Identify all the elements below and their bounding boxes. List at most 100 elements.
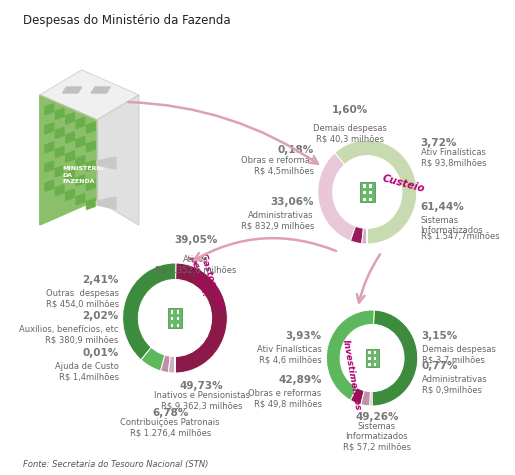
Wedge shape bbox=[350, 388, 364, 405]
Text: Demais despesas
R$ 40,3 milhões: Demais despesas R$ 40,3 milhões bbox=[313, 124, 387, 143]
Polygon shape bbox=[87, 141, 95, 152]
Polygon shape bbox=[40, 95, 97, 225]
FancyBboxPatch shape bbox=[368, 351, 370, 354]
Text: 1,60%: 1,60% bbox=[332, 105, 368, 115]
Polygon shape bbox=[63, 87, 82, 93]
Text: 61,44%: 61,44% bbox=[421, 202, 465, 212]
Text: Ativ Finalísticas
R$ 4,6 milhões: Ativ Finalísticas R$ 4,6 milhões bbox=[256, 345, 321, 364]
Text: Ativos
R$ 7.352,6 milhões: Ativos R$ 7.352,6 milhões bbox=[155, 255, 236, 275]
Wedge shape bbox=[370, 391, 372, 406]
Text: 2,41%: 2,41% bbox=[82, 275, 119, 285]
Text: 49,26%: 49,26% bbox=[355, 412, 399, 422]
Polygon shape bbox=[45, 123, 54, 134]
Polygon shape bbox=[87, 179, 95, 190]
Polygon shape bbox=[45, 180, 54, 191]
Polygon shape bbox=[87, 122, 95, 133]
Text: Administrativas
R$ 0,9milhões: Administrativas R$ 0,9milhões bbox=[422, 375, 487, 394]
FancyBboxPatch shape bbox=[177, 324, 179, 327]
FancyBboxPatch shape bbox=[363, 191, 366, 194]
Polygon shape bbox=[76, 175, 84, 186]
Text: 0,77%: 0,77% bbox=[422, 361, 458, 371]
FancyBboxPatch shape bbox=[171, 324, 173, 327]
Polygon shape bbox=[55, 166, 64, 177]
Text: Despesas do Ministério da Fazenda: Despesas do Ministério da Fazenda bbox=[23, 14, 230, 27]
Text: 3,15%: 3,15% bbox=[422, 331, 458, 341]
Polygon shape bbox=[66, 132, 74, 143]
Polygon shape bbox=[55, 185, 64, 196]
Text: Administrativas: Administrativas bbox=[248, 211, 314, 220]
Polygon shape bbox=[45, 161, 54, 172]
Wedge shape bbox=[335, 140, 417, 244]
Text: R$ 832,9 milhões: R$ 832,9 milhões bbox=[241, 221, 314, 230]
Wedge shape bbox=[141, 347, 165, 371]
Polygon shape bbox=[55, 127, 64, 138]
Text: Inativos e Pensionistas
R$ 9.362,3 milhões: Inativos e Pensionistas R$ 9.362,3 milhõ… bbox=[153, 391, 250, 410]
Polygon shape bbox=[40, 70, 139, 120]
FancyBboxPatch shape bbox=[369, 198, 372, 201]
Wedge shape bbox=[175, 263, 227, 373]
Text: Sistemas
Informatizados: Sistemas Informatizados bbox=[421, 216, 483, 236]
FancyBboxPatch shape bbox=[171, 310, 173, 314]
Polygon shape bbox=[76, 136, 84, 148]
Polygon shape bbox=[97, 95, 139, 225]
Polygon shape bbox=[55, 147, 64, 158]
Text: 2,02%: 2,02% bbox=[82, 311, 119, 321]
Polygon shape bbox=[91, 87, 110, 93]
Text: Investimentos: Investimentos bbox=[341, 339, 362, 411]
FancyBboxPatch shape bbox=[368, 363, 370, 366]
Text: MINISTÉRIO
DA
FAZENDA: MINISTÉRIO DA FAZENDA bbox=[63, 166, 105, 184]
Text: Obras e reformas
R$ 4,5milhões: Obras e reformas R$ 4,5milhões bbox=[241, 156, 314, 175]
Polygon shape bbox=[66, 170, 74, 181]
Wedge shape bbox=[361, 390, 370, 406]
Polygon shape bbox=[76, 117, 84, 128]
Polygon shape bbox=[45, 142, 54, 153]
Text: 3,93%: 3,93% bbox=[285, 331, 321, 341]
Text: Obras e reformas
R$ 49,8 milhões: Obras e reformas R$ 49,8 milhões bbox=[248, 389, 321, 408]
Polygon shape bbox=[45, 104, 54, 115]
Polygon shape bbox=[55, 108, 64, 119]
Polygon shape bbox=[87, 160, 95, 171]
Text: Fonte: Secretaria do Tesouro Nacional (STN): Fonte: Secretaria do Tesouro Nacional (S… bbox=[23, 460, 208, 469]
Wedge shape bbox=[372, 310, 418, 406]
Wedge shape bbox=[123, 263, 176, 360]
FancyBboxPatch shape bbox=[374, 351, 376, 354]
Wedge shape bbox=[351, 226, 364, 244]
Polygon shape bbox=[97, 197, 116, 209]
Text: 0,18%: 0,18% bbox=[278, 145, 314, 155]
Polygon shape bbox=[97, 157, 116, 169]
Wedge shape bbox=[327, 310, 374, 400]
Wedge shape bbox=[161, 355, 170, 372]
FancyBboxPatch shape bbox=[168, 308, 182, 328]
Polygon shape bbox=[87, 199, 95, 209]
Text: Ativ Finalísticas
R$ 93,8milhões: Ativ Finalísticas R$ 93,8milhões bbox=[421, 148, 486, 167]
FancyBboxPatch shape bbox=[363, 184, 366, 188]
FancyBboxPatch shape bbox=[363, 198, 366, 201]
Text: Outras  despesas
R$ 454,0 milhões: Outras despesas R$ 454,0 milhões bbox=[46, 289, 119, 308]
Wedge shape bbox=[168, 356, 175, 373]
Text: 6,78%: 6,78% bbox=[152, 408, 188, 418]
Text: 42,89%: 42,89% bbox=[278, 375, 321, 385]
Wedge shape bbox=[362, 228, 367, 244]
FancyBboxPatch shape bbox=[177, 317, 179, 321]
FancyBboxPatch shape bbox=[177, 310, 179, 314]
Text: Contribuições Patronais
R$ 1.276,4 milhões: Contribuições Patronais R$ 1.276,4 milhõ… bbox=[121, 418, 220, 437]
Text: Ajuda de Custo
R$ 1,4milhões: Ajuda de Custo R$ 1,4milhões bbox=[55, 362, 119, 381]
FancyBboxPatch shape bbox=[374, 357, 376, 360]
FancyBboxPatch shape bbox=[171, 317, 173, 321]
Text: Auxílios, benefícios, etc
R$ 380,9 milhões: Auxílios, benefícios, etc R$ 380,9 milhõ… bbox=[19, 325, 119, 344]
Text: Custeio: Custeio bbox=[381, 173, 425, 194]
Text: R$ 1.547,7milhões: R$ 1.547,7milhões bbox=[421, 232, 499, 241]
Text: 0,01%: 0,01% bbox=[82, 348, 119, 358]
Polygon shape bbox=[66, 189, 74, 200]
FancyBboxPatch shape bbox=[369, 184, 372, 188]
Text: Gastos com
pessoal!: Gastos com pessoal! bbox=[188, 251, 225, 313]
Polygon shape bbox=[76, 156, 84, 167]
FancyBboxPatch shape bbox=[360, 181, 374, 202]
Polygon shape bbox=[76, 194, 84, 205]
FancyBboxPatch shape bbox=[366, 349, 379, 367]
Text: Demais despesas
R$ 3,7 milhões: Demais despesas R$ 3,7 milhões bbox=[422, 345, 495, 364]
Text: Sistemas
Informatizados
R$ 57,2 milhões: Sistemas Informatizados R$ 57,2 milhões bbox=[343, 422, 411, 452]
FancyBboxPatch shape bbox=[368, 357, 370, 360]
FancyBboxPatch shape bbox=[374, 363, 376, 366]
Polygon shape bbox=[66, 113, 74, 124]
